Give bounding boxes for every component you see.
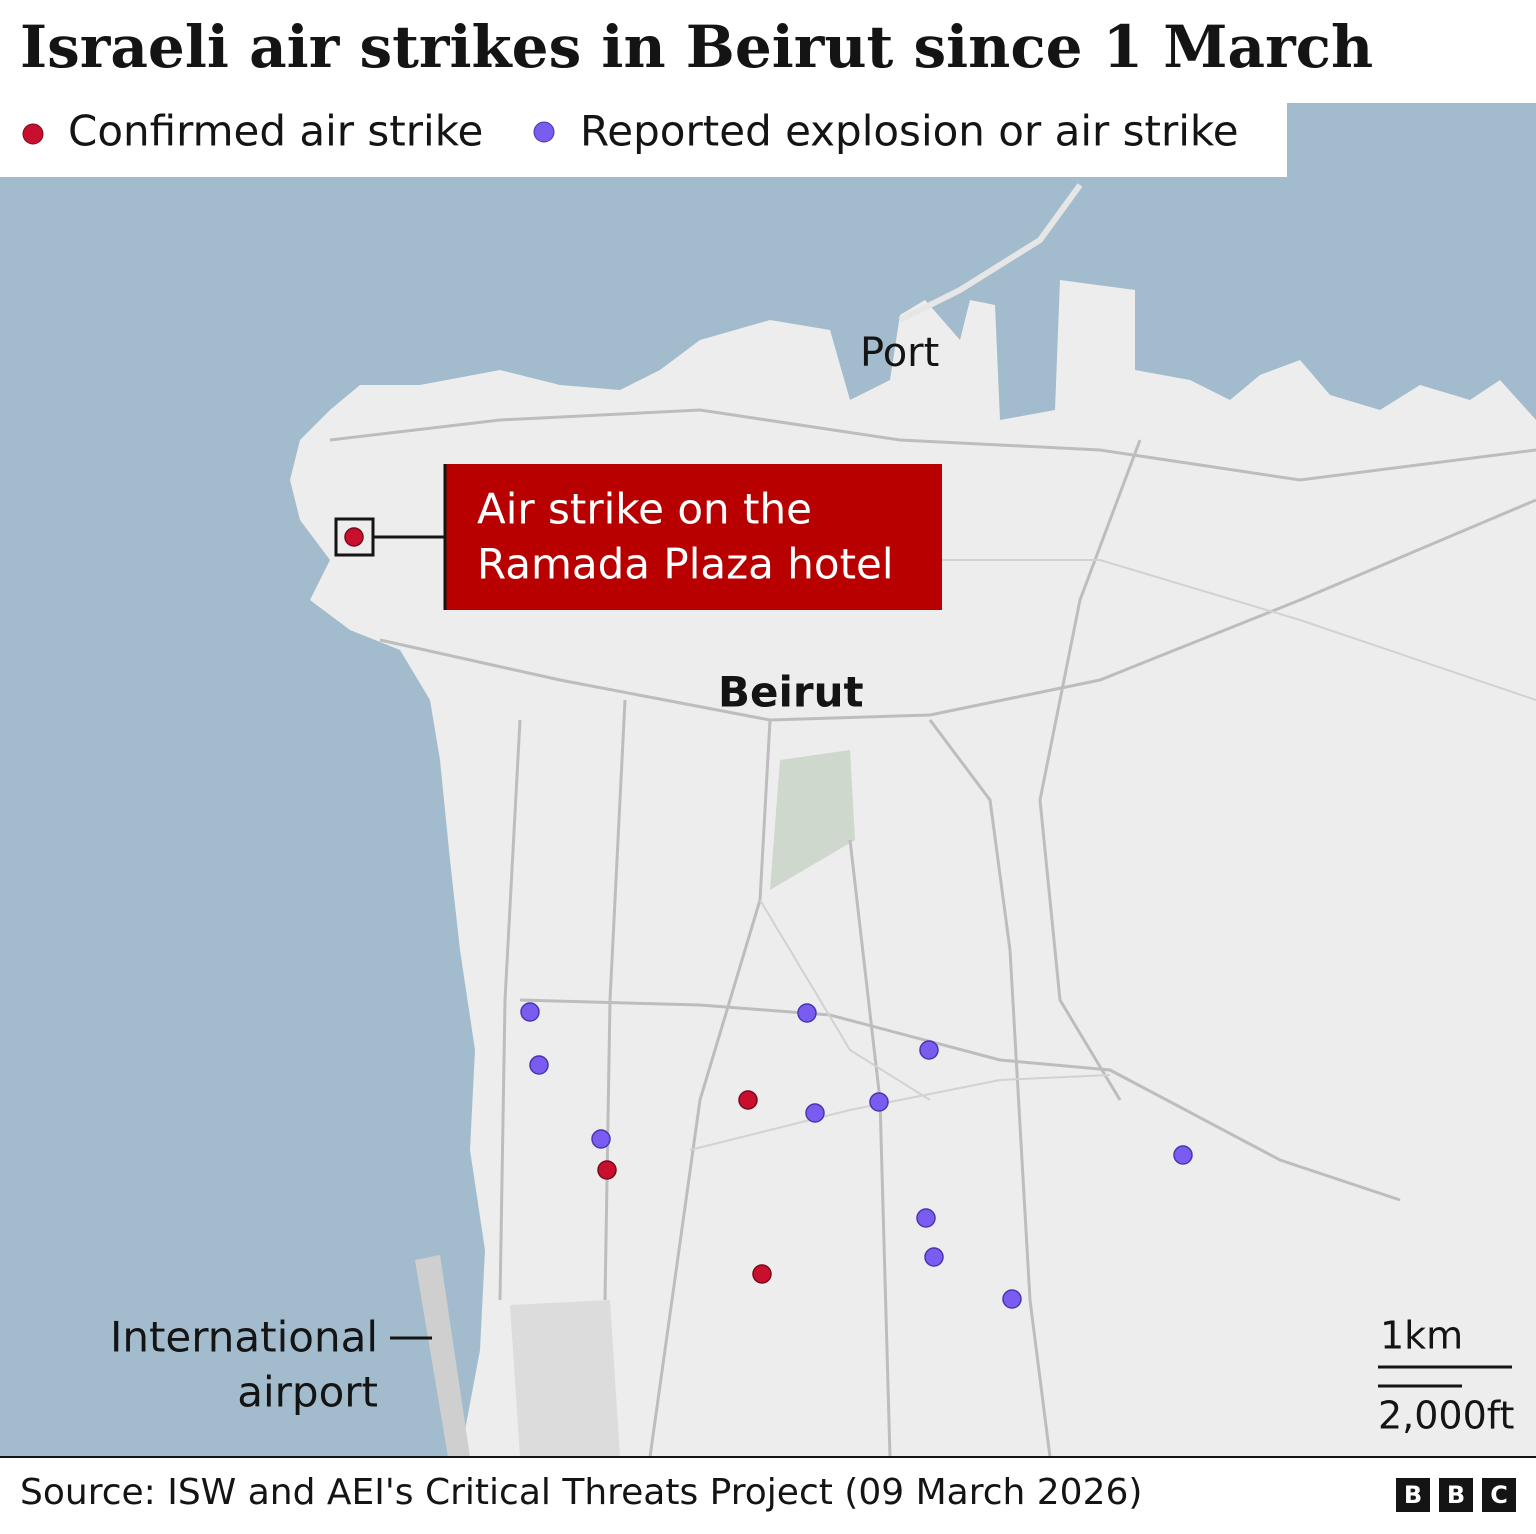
- legend-marker: [533, 121, 555, 143]
- title: Israeli air strikes in Beirut since 1 Ma…: [20, 13, 1373, 81]
- strike-points: [344, 527, 1193, 1309]
- runway: [415, 1255, 470, 1457]
- scale-label: 2,000ft: [1378, 1394, 1514, 1438]
- reported-point: [520, 1002, 540, 1022]
- annotation-box: [444, 464, 942, 610]
- legend-marker: [22, 123, 44, 145]
- logo-letter: B: [1447, 1481, 1465, 1509]
- place-label: airport: [237, 1368, 378, 1417]
- reported-point: [591, 1129, 611, 1149]
- airport-strip: [510, 1300, 620, 1457]
- logo-block: [1396, 1478, 1430, 1512]
- logo-block: [1482, 1478, 1516, 1512]
- confirmed-point: [738, 1090, 758, 1110]
- park: [770, 750, 855, 890]
- legend-band: [0, 103, 1287, 177]
- legend-label: Reported explosion or air strike: [580, 107, 1239, 156]
- logo-letter: B: [1404, 1481, 1422, 1509]
- breakwater: [898, 183, 1083, 323]
- confirmed-point: [344, 527, 364, 547]
- legend-label: Confirmed air strike: [68, 107, 483, 156]
- reported-point: [1173, 1145, 1193, 1165]
- logo-block: [1439, 1478, 1473, 1512]
- reported-point: [797, 1003, 817, 1023]
- reported-point: [916, 1208, 936, 1228]
- reported-point: [919, 1040, 939, 1060]
- reported-point: [1002, 1289, 1022, 1309]
- scale-label: 1km: [1380, 1314, 1463, 1358]
- annotation-text: Air strike on the: [477, 485, 812, 534]
- place-label: Port: [860, 330, 939, 376]
- confirmed-point: [597, 1160, 617, 1180]
- reported-point: [529, 1055, 549, 1075]
- place-label: International: [110, 1313, 378, 1362]
- title-band: [0, 0, 1536, 103]
- reported-point: [924, 1247, 944, 1267]
- reported-point: [805, 1103, 825, 1123]
- confirmed-point: [752, 1264, 772, 1284]
- reported-point: [869, 1092, 889, 1112]
- annotation-text: Ramada Plaza hotel: [477, 540, 894, 589]
- place-label: Beirut: [718, 668, 864, 717]
- source: Source: ISW and AEI's Critical Threats P…: [20, 1472, 1142, 1513]
- logo-letter: C: [1490, 1481, 1508, 1509]
- footer: [0, 1457, 1536, 1530]
